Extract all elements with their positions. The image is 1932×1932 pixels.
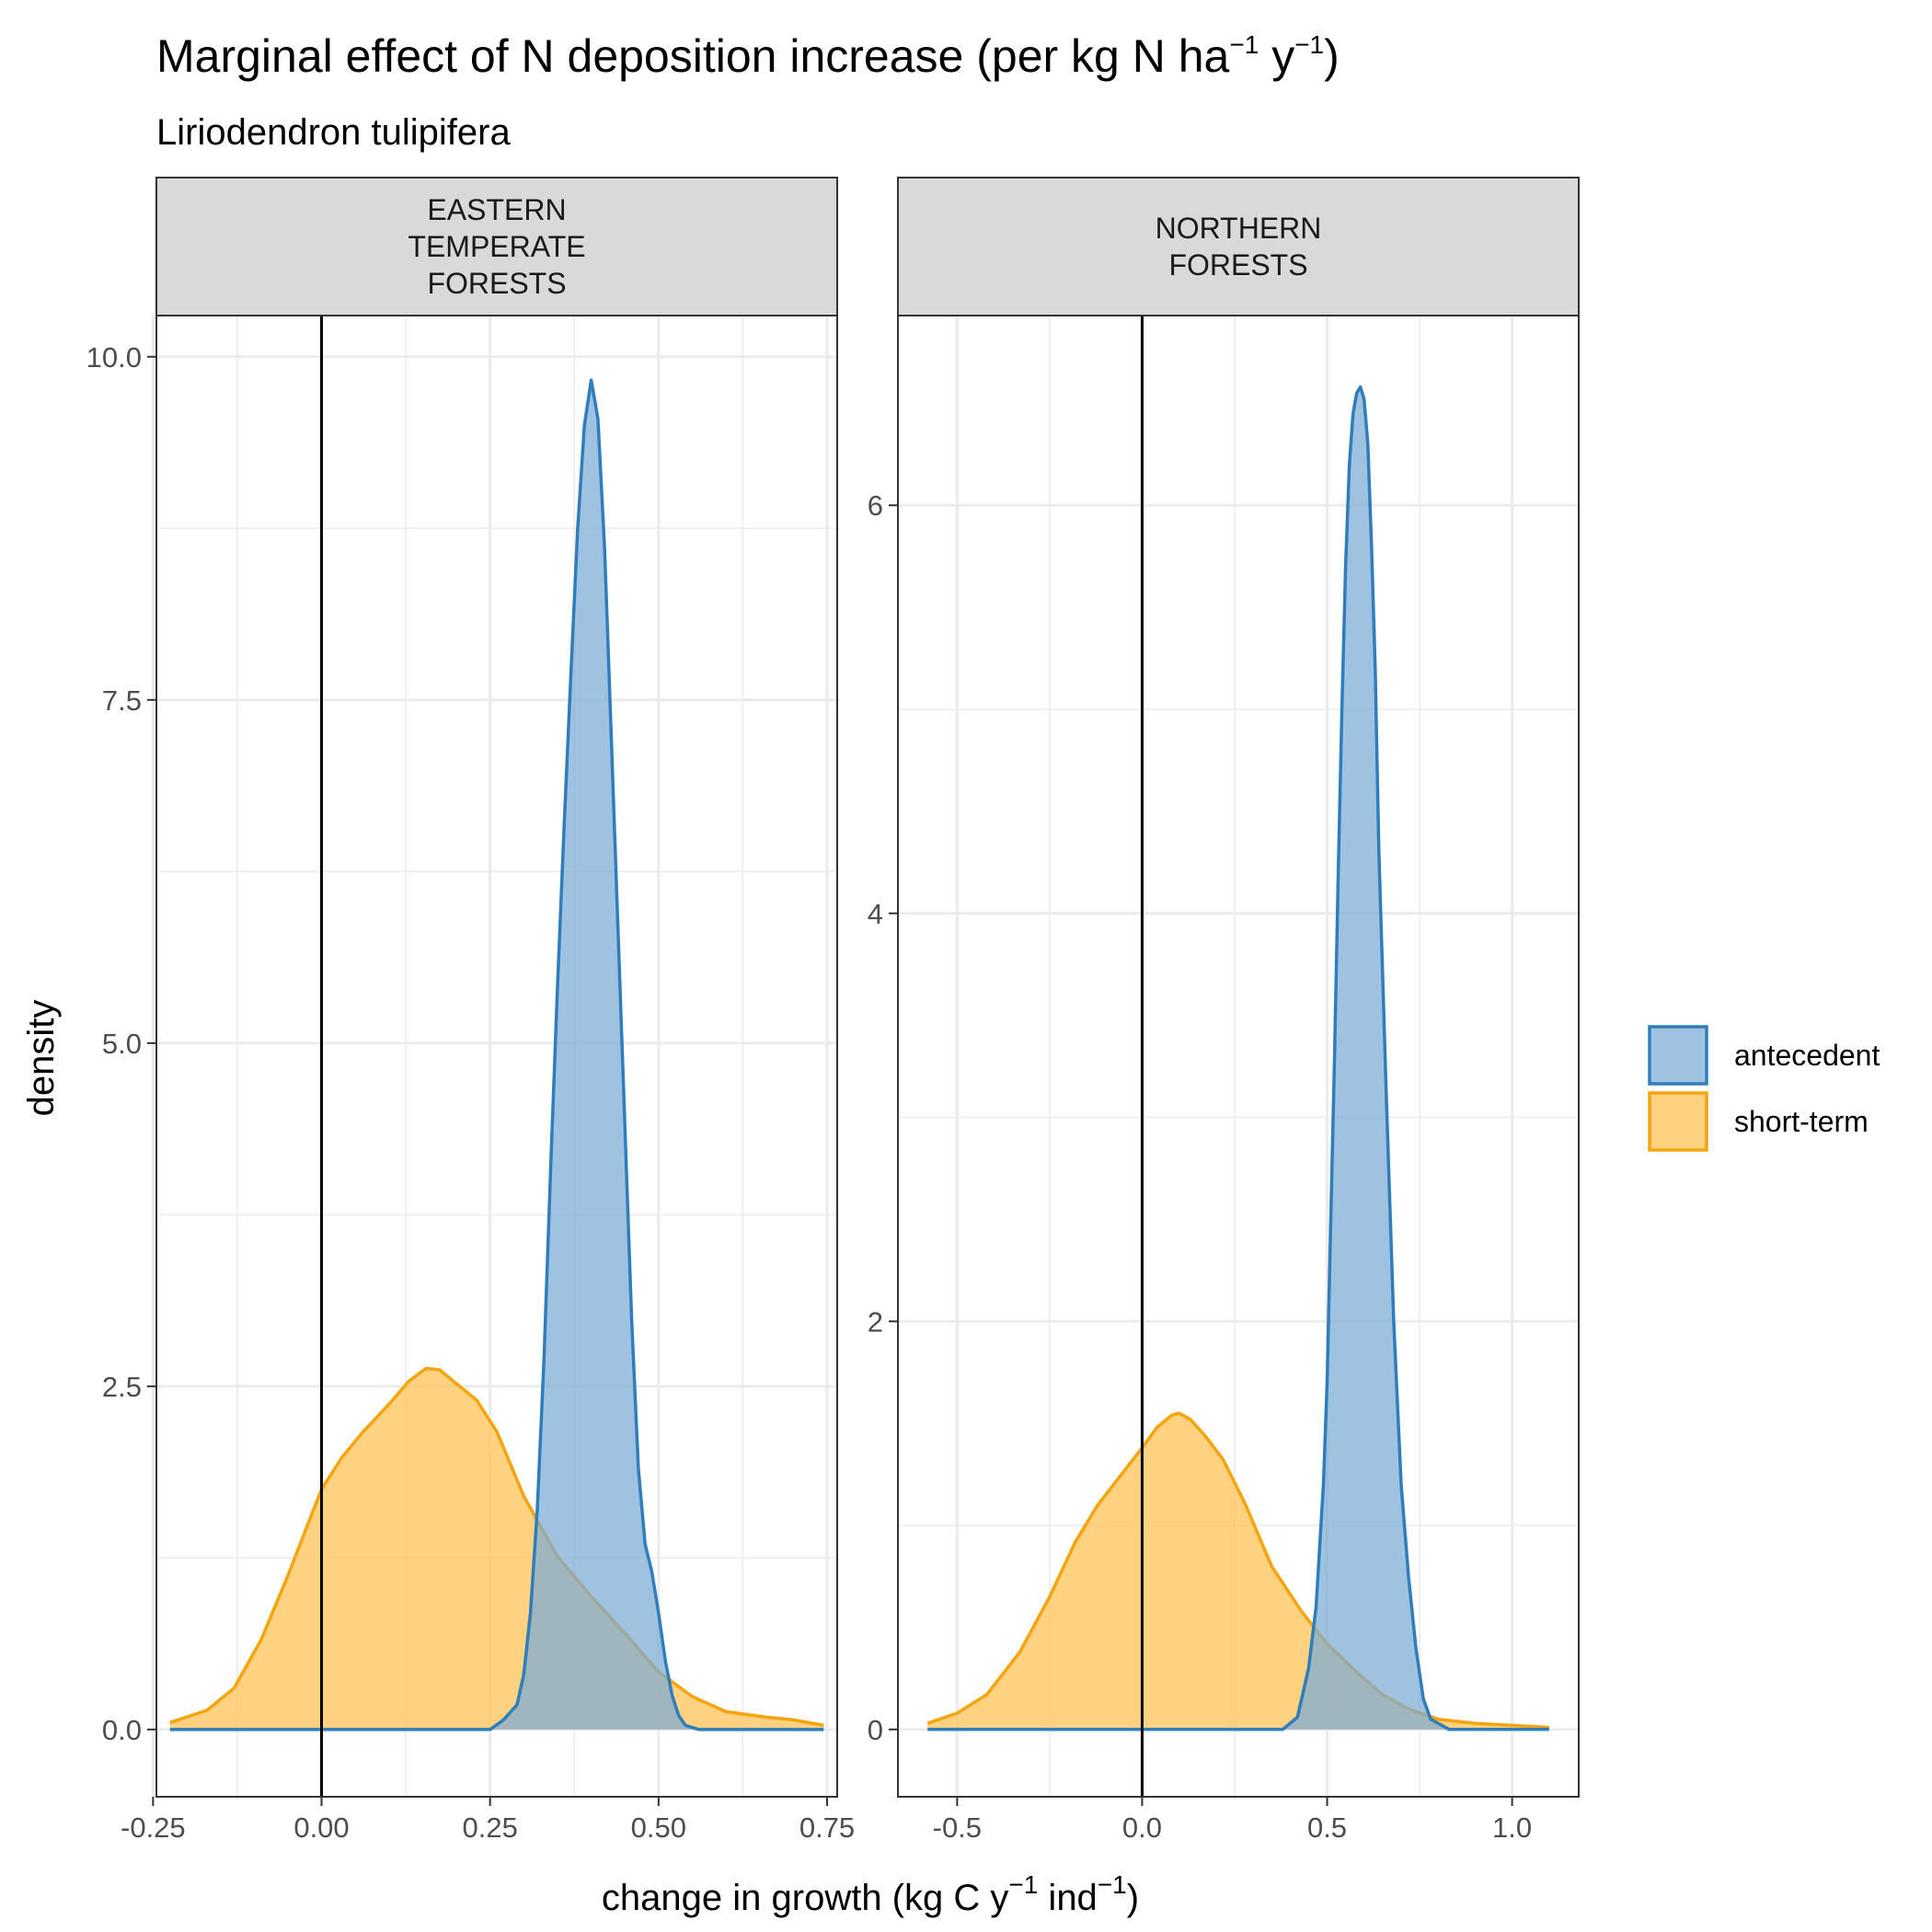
density-area-antecedent xyxy=(927,386,1549,1730)
chart-title: Marginal effect of N deposition increase… xyxy=(156,30,1340,82)
strip-background xyxy=(897,177,1580,316)
strip-label: NORTHERN xyxy=(1156,212,1322,245)
legend-key-short-term xyxy=(1648,1091,1708,1152)
x-tick-label: 0.25 xyxy=(463,1811,518,1844)
strip-label: FORESTS xyxy=(1168,248,1307,282)
x-tick-label: 0.0 xyxy=(1122,1811,1162,1844)
y-tick-label: 2 xyxy=(868,1305,883,1338)
y-tick-label: 2.5 xyxy=(102,1371,142,1403)
density-line-antecedent xyxy=(169,378,824,1731)
x-tick-label: -0.5 xyxy=(933,1811,982,1844)
density-line-antecedent xyxy=(927,385,1549,1731)
y-tick-label: 0.0 xyxy=(102,1714,142,1746)
strip-label: FORESTS xyxy=(427,267,566,300)
legend: antecedent short-term xyxy=(1648,1025,1880,1152)
y-tick-label: 10.0 xyxy=(86,341,142,374)
density-line-short-term xyxy=(169,1366,824,1728)
x-tick-label: 0.75 xyxy=(799,1811,855,1844)
y-axis-title: density xyxy=(21,1000,62,1117)
strip-label: EASTERN xyxy=(427,193,566,226)
x-axis-title: change in growth (kg C y−1 ind−1) xyxy=(602,1870,1139,1918)
y-tick-label: 5.0 xyxy=(102,1028,142,1060)
y-tick-label: 4 xyxy=(868,898,883,930)
y-tick-label: 0 xyxy=(868,1714,883,1746)
chart-subtitle: Liriodendron tulipifera xyxy=(156,112,511,153)
panel-border xyxy=(155,315,838,1798)
density-layer xyxy=(169,378,824,1731)
panel-border xyxy=(897,315,1580,1798)
density-layer xyxy=(926,385,1549,1731)
density-area-short-term xyxy=(169,1368,824,1730)
x-tick-label: 0.00 xyxy=(293,1811,349,1844)
legend-label: antecedent xyxy=(1734,1039,1880,1072)
y-tick-label: 6 xyxy=(868,489,883,522)
x-tick-label: -0.25 xyxy=(121,1811,186,1844)
panel-eastern-temperate-forests: EASTERN TEMPERATE FORESTS -0.25 0.00 0.25 0.50… xyxy=(86,177,855,1844)
strip-label: TEMPERATE xyxy=(408,230,585,263)
x-tick-label: 1.0 xyxy=(1492,1811,1532,1844)
density-area-short-term xyxy=(927,1413,1549,1730)
y-tick-label: 7.5 xyxy=(102,684,142,717)
legend-label: short-term xyxy=(1734,1105,1869,1138)
strip-background xyxy=(155,177,838,316)
legend-key-antecedent xyxy=(1648,1025,1708,1086)
x-tick-label: 0.5 xyxy=(1307,1811,1347,1844)
x-tick-label: 0.50 xyxy=(631,1811,686,1844)
